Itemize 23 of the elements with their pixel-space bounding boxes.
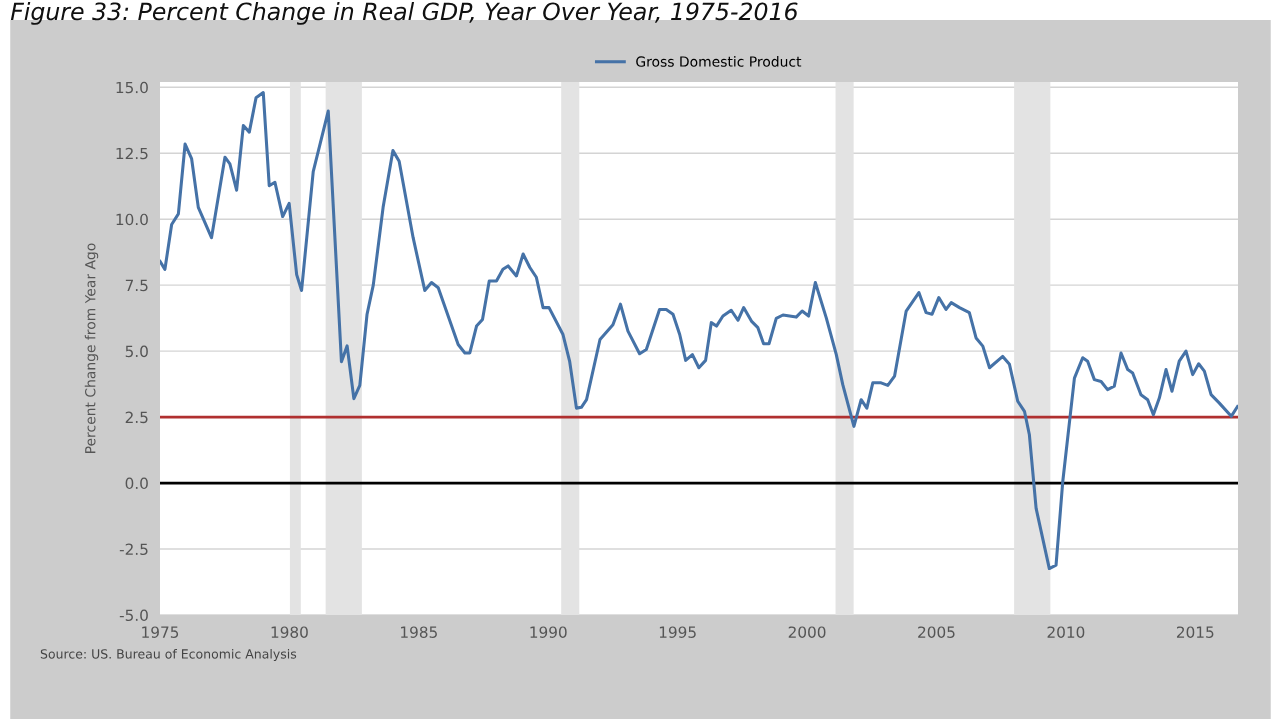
y-tick-label: 10.0	[116, 213, 148, 226]
x-tick-label: 1980	[271, 626, 308, 638]
y-tick-label: 12.5	[116, 147, 148, 160]
x-tick-label: 2000	[788, 626, 826, 638]
source-note: Source: US. Bureau of Economic Analysis	[40, 648, 297, 662]
y-tick-label: 2.5	[125, 411, 148, 424]
x-tick-label: 1995	[659, 626, 696, 638]
legend-label: Gross Domestic Product	[636, 56, 802, 67]
y-tick-label: -2.5	[119, 543, 148, 556]
y-tick-label: 0.0	[125, 477, 148, 490]
x-tick-label: 1990	[530, 626, 567, 638]
line-series	[160, 91, 1238, 571]
x-tick-label: 2005	[918, 626, 955, 638]
y-tick-label: 15.0	[116, 81, 148, 94]
y-tick-label: 7.5	[125, 279, 148, 292]
x-tick-label: 1975	[142, 626, 179, 638]
chart-title: Figure 33: Percent Change in Real GDP, Year Over Year, 1975-2016	[10, 2, 798, 25]
x-tick-label: 1985	[401, 626, 437, 638]
y-axis-title: Percent Change from Year Ago	[84, 243, 99, 453]
x-tick-label: 2015	[1176, 626, 1214, 638]
y-tick-label: 5.0	[125, 345, 148, 358]
x-tick-label: 2010	[1047, 626, 1085, 638]
y-tick-label: -5.0	[119, 609, 148, 622]
